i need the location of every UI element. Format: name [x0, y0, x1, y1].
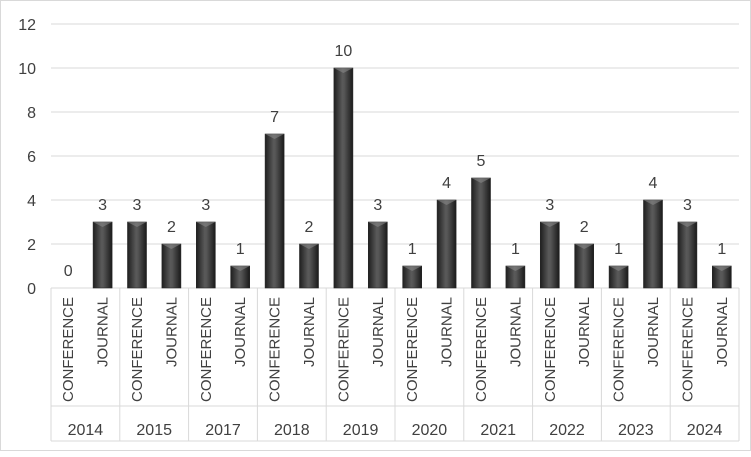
bars	[92, 67, 732, 289]
category-label: JOURNAL	[576, 297, 593, 367]
category-label: CONFERENCE	[611, 297, 628, 402]
category-label: JOURNAL	[301, 297, 318, 367]
data-label: 3	[133, 197, 142, 214]
data-label: 4	[649, 175, 658, 192]
y-tick-label: 10	[18, 61, 36, 78]
bar-cap	[127, 222, 147, 227]
year-label: 2020	[412, 422, 448, 439]
bar-cap	[299, 244, 319, 249]
data-label: 10	[335, 43, 353, 60]
data-label: 2	[580, 219, 589, 236]
data-label: 1	[511, 241, 520, 258]
data-label: 1	[236, 241, 245, 258]
data-label: 2	[305, 219, 314, 236]
y-tick-label: 4	[27, 193, 36, 210]
bar-cap	[333, 68, 353, 73]
bar	[264, 133, 285, 289]
category-label: CONFERENCE	[335, 297, 352, 402]
category-label: CONFERENCE	[267, 297, 284, 402]
bar	[299, 243, 319, 289]
category-label: JOURNAL	[232, 297, 249, 367]
category-label: JOURNAL	[507, 297, 524, 367]
data-label: 3	[683, 197, 692, 214]
y-tick-label: 12	[18, 17, 36, 34]
bar-cap	[402, 266, 422, 271]
category-label: CONFERENCE	[60, 297, 77, 402]
bar-cap	[677, 222, 697, 227]
category-label: CONFERENCE	[679, 297, 696, 402]
category-label: JOURNAL	[714, 297, 731, 367]
year-label: 2015	[136, 422, 172, 439]
category-label: JOURNAL	[163, 297, 180, 367]
data-label: 5	[477, 153, 486, 170]
year-label: 2023	[618, 422, 654, 439]
data-labels: 0 3 3 2 3 1 7 2 10 3 1 4 5 1 3 2 1 4 3 1	[64, 43, 727, 280]
data-label: 0	[64, 263, 73, 280]
category-label: CONFERENCE	[129, 297, 146, 402]
data-label: 1	[408, 241, 417, 258]
bar	[677, 221, 698, 289]
bar	[643, 199, 663, 289]
category-labels: CONFERENCE JOURNAL 2014 CONFERENCE JOURNAL 20…	[60, 297, 731, 439]
bar-cap	[574, 244, 594, 249]
year-label: 2019	[343, 422, 379, 439]
category-label: JOURNAL	[95, 297, 112, 367]
data-label: 3	[545, 197, 554, 214]
bar	[539, 221, 560, 289]
bar	[471, 177, 491, 289]
bar-cap	[368, 222, 388, 227]
bar-cap	[93, 222, 113, 227]
year-label: 2017	[205, 422, 241, 439]
data-label: 3	[98, 197, 107, 214]
y-tick-label: 2	[27, 237, 36, 254]
y-tick-label: 0	[27, 281, 36, 298]
data-label: 7	[270, 109, 279, 126]
data-label: 2	[167, 219, 176, 236]
category-label: JOURNAL	[645, 297, 662, 367]
category-label: CONFERENCE	[473, 297, 490, 402]
bar	[161, 243, 182, 289]
bar-cap	[643, 200, 663, 205]
year-label: 2018	[274, 422, 310, 439]
bar	[127, 221, 147, 289]
bar-cap	[437, 200, 457, 205]
y-tick-label: 6	[27, 149, 36, 166]
bar-cap	[230, 266, 250, 271]
y-tick-label: 8	[27, 105, 36, 122]
bar-cap	[161, 244, 181, 249]
bar-cap	[540, 222, 560, 227]
bar-cap	[712, 266, 732, 271]
category-label: JOURNAL	[370, 297, 387, 367]
bar	[333, 67, 354, 289]
data-label: 1	[614, 241, 623, 258]
bar	[196, 221, 216, 289]
year-label: 2024	[687, 422, 723, 439]
gridlines	[51, 23, 739, 289]
bar-cap	[196, 222, 216, 227]
data-label: 4	[442, 175, 451, 192]
data-label: 3	[373, 197, 382, 214]
category-label: CONFERENCE	[542, 297, 559, 402]
bar-cap	[471, 178, 491, 183]
bar	[367, 221, 388, 289]
bar	[574, 243, 595, 289]
category-label: CONFERENCE	[404, 297, 421, 402]
bar-cap	[609, 266, 629, 271]
bar	[92, 221, 113, 289]
category-label: CONFERENCE	[198, 297, 215, 402]
data-label: 3	[201, 197, 210, 214]
data-label: 1	[717, 241, 726, 258]
bar-cap	[265, 134, 285, 139]
category-label: JOURNAL	[439, 297, 456, 367]
year-label: 2014	[68, 422, 104, 439]
bar-cap	[505, 266, 525, 271]
bar	[436, 199, 457, 289]
year-label: 2022	[549, 422, 585, 439]
year-label: 2021	[480, 422, 516, 439]
